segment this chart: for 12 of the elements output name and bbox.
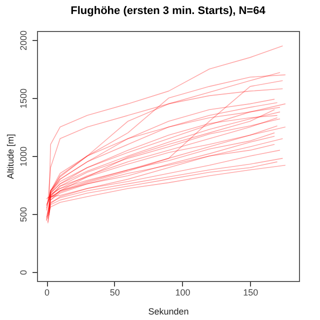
chart-title: Flughöhe (ersten 3 min. Starts), N=64 <box>70 5 266 18</box>
x-tick-label: 100 <box>175 288 190 298</box>
y-tick-label: 500 <box>18 206 28 222</box>
y-tick-label: 1500 <box>18 88 28 109</box>
y-tick-label: 2000 <box>18 30 28 51</box>
x-tick-label: 50 <box>110 288 120 298</box>
y-axis-title: Altitude [m] <box>6 134 16 180</box>
y-tick-label: 0 <box>18 270 28 275</box>
x-axis-title: Sekunden <box>148 306 189 316</box>
x-tick-label: 150 <box>243 288 258 298</box>
x-tick-label: 0 <box>44 288 50 298</box>
y-tick-label: 1000 <box>18 146 28 167</box>
